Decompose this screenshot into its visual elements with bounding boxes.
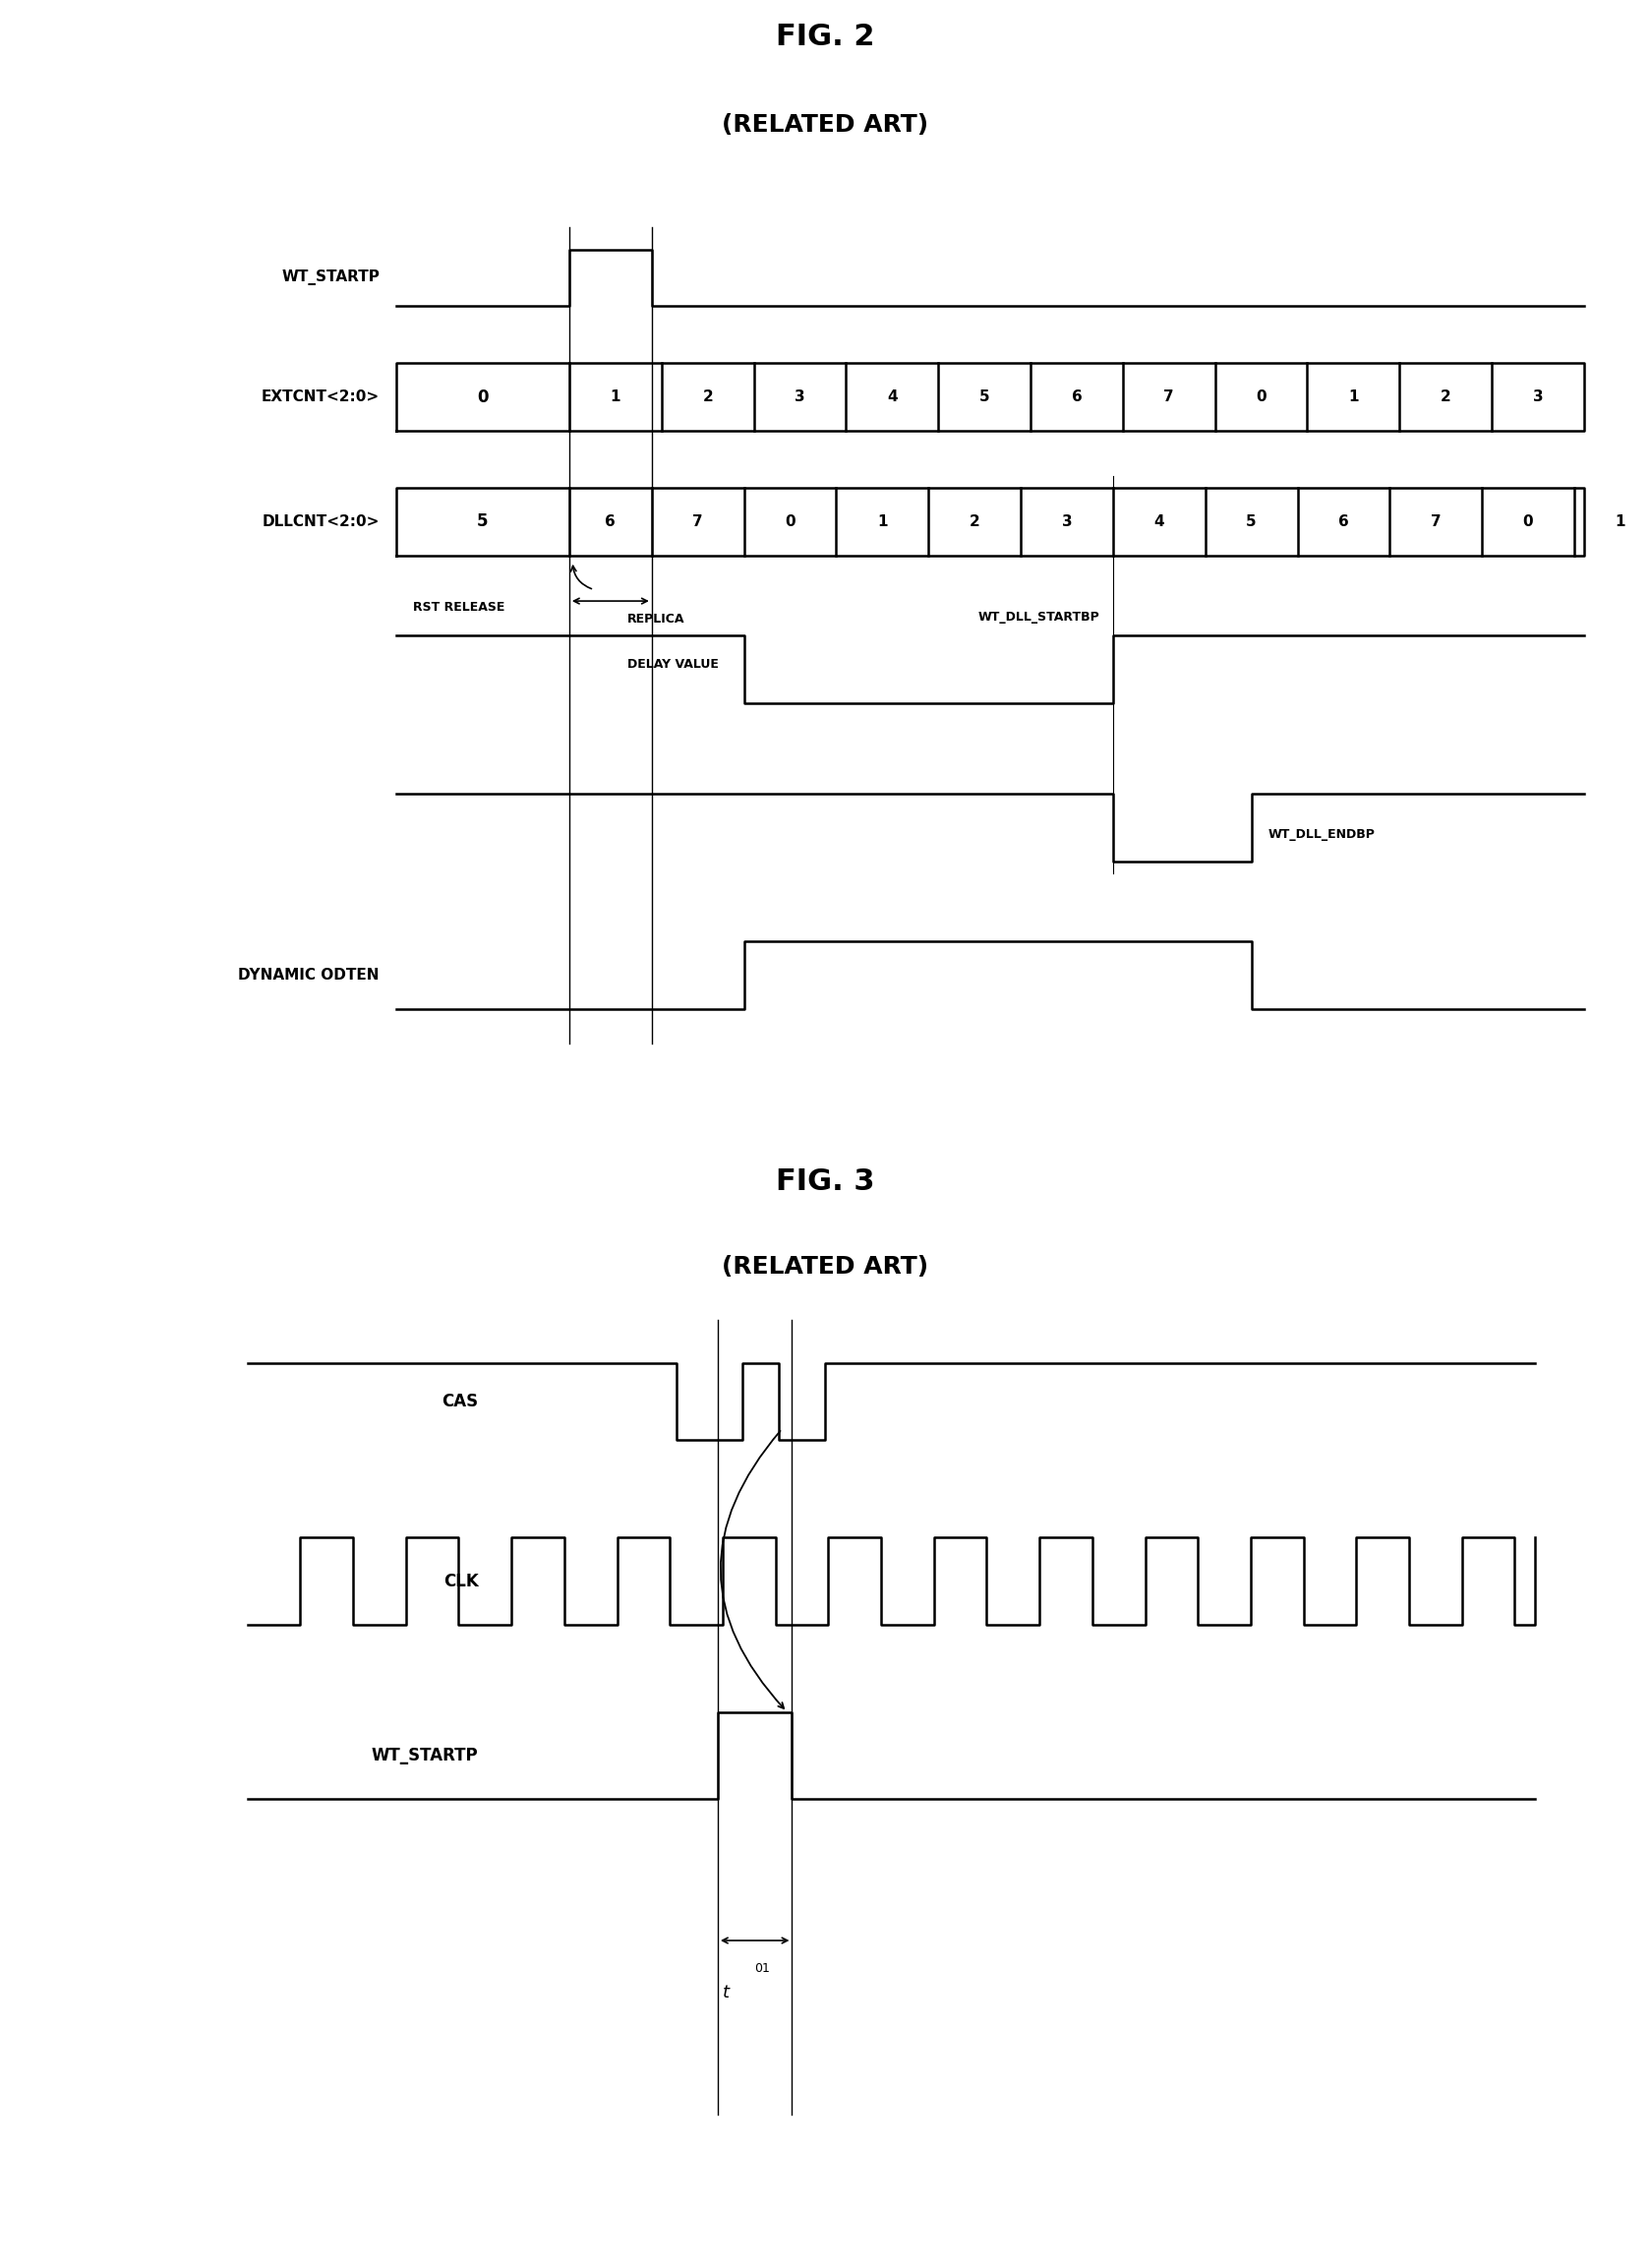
Text: 6: 6 bbox=[1338, 515, 1350, 528]
Text: FIG. 2: FIG. 2 bbox=[776, 23, 874, 52]
Text: 1: 1 bbox=[1615, 515, 1625, 528]
Text: 7: 7 bbox=[1163, 390, 1175, 404]
Text: 5: 5 bbox=[477, 513, 488, 531]
Text: 1: 1 bbox=[878, 515, 888, 528]
Text: RST RELEASE: RST RELEASE bbox=[412, 601, 505, 615]
Text: EXTCNT<2:0>: EXTCNT<2:0> bbox=[261, 390, 380, 404]
Text: 3: 3 bbox=[1533, 390, 1543, 404]
Text: FIG. 3: FIG. 3 bbox=[776, 1168, 874, 1195]
Text: 6: 6 bbox=[1071, 390, 1082, 404]
Text: 0: 0 bbox=[785, 515, 795, 528]
Text: 0: 0 bbox=[477, 388, 488, 406]
Text: 3: 3 bbox=[795, 390, 805, 404]
Text: 0: 0 bbox=[1523, 515, 1533, 528]
Text: CLK: CLK bbox=[444, 1572, 478, 1590]
Text: (RELATED ART): (RELATED ART) bbox=[721, 1254, 929, 1279]
Text: 1: 1 bbox=[1348, 390, 1358, 404]
Text: WT_DLL_STARTBP: WT_DLL_STARTBP bbox=[978, 610, 1099, 624]
Text: 2: 2 bbox=[969, 515, 980, 528]
Text: 1: 1 bbox=[610, 390, 620, 404]
Text: 5: 5 bbox=[1246, 515, 1257, 528]
Text: CAS: CAS bbox=[442, 1393, 478, 1411]
Text: DELAY VALUE: DELAY VALUE bbox=[627, 658, 718, 671]
Text: REPLICA: REPLICA bbox=[627, 612, 685, 626]
Text: 7: 7 bbox=[693, 515, 703, 528]
Text: (RELATED ART): (RELATED ART) bbox=[721, 113, 929, 136]
Text: WT_STARTP: WT_STARTP bbox=[371, 1746, 478, 1765]
Text: 7: 7 bbox=[1431, 515, 1440, 528]
Text: 4: 4 bbox=[888, 390, 898, 404]
Text: t: t bbox=[723, 1984, 729, 2003]
Text: 2: 2 bbox=[703, 390, 713, 404]
Text: 6: 6 bbox=[606, 515, 615, 528]
Text: 3: 3 bbox=[1061, 515, 1072, 528]
Text: DLLCNT<2:0>: DLLCNT<2:0> bbox=[262, 515, 380, 528]
Text: DYNAMIC ODTEN: DYNAMIC ODTEN bbox=[238, 968, 380, 982]
Text: 4: 4 bbox=[1153, 515, 1165, 528]
Text: WT_DLL_ENDBP: WT_DLL_ENDBP bbox=[1267, 828, 1374, 841]
Text: 0: 0 bbox=[1256, 390, 1266, 404]
Text: 01: 01 bbox=[754, 1962, 769, 1975]
Text: WT_STARTP: WT_STARTP bbox=[281, 270, 380, 286]
Text: 5: 5 bbox=[978, 390, 990, 404]
Text: 2: 2 bbox=[1440, 390, 1450, 404]
